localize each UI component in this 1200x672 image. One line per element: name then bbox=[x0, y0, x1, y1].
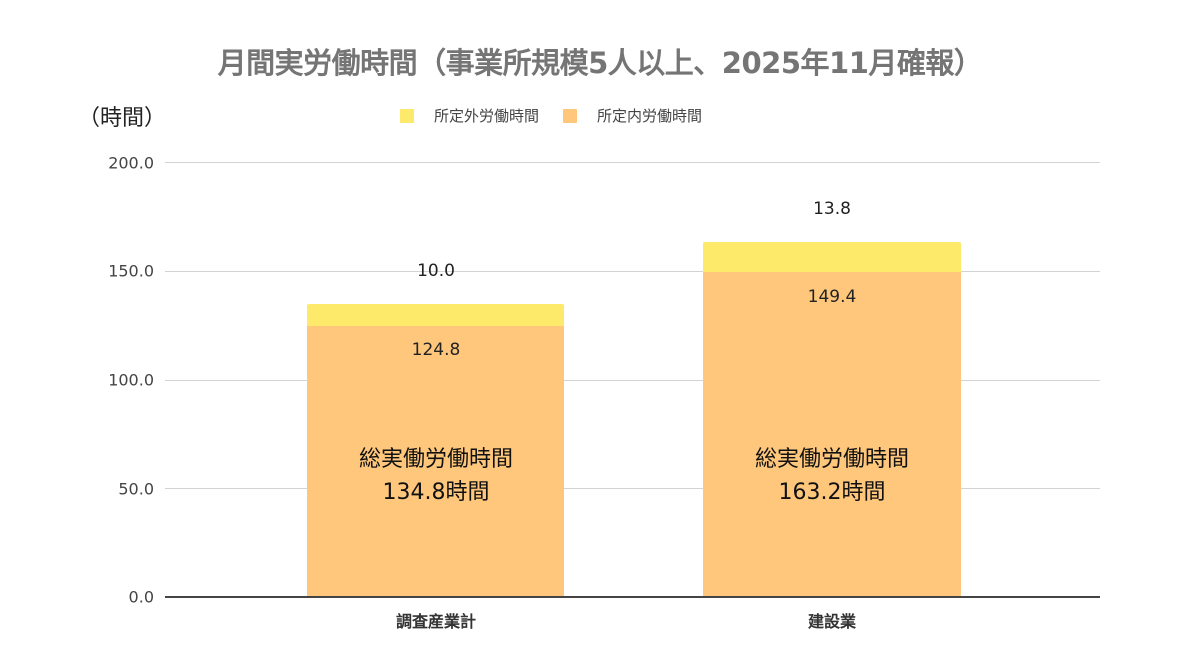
y-tick-200: 200.0 bbox=[108, 153, 154, 173]
gridline-200 bbox=[165, 162, 1100, 163]
data-label-overtime-all-industries: 10.0 bbox=[417, 261, 455, 281]
total-annotation-title: 総実働労働時間 bbox=[358, 447, 514, 472]
y-axis-unit-label: （時間） bbox=[78, 106, 167, 131]
x-axis-baseline bbox=[165, 596, 1100, 598]
y-tick-0: 0.0 bbox=[128, 587, 154, 607]
y-tick-50: 50.0 bbox=[118, 479, 154, 499]
y-tick-100: 100.0 bbox=[108, 370, 154, 390]
total-annotation-value: 163.2時間 bbox=[778, 480, 886, 505]
legend-label-overtime: 所定外労働時間 bbox=[434, 107, 540, 125]
bar-segment-overtime bbox=[703, 242, 961, 272]
data-label-scheduled-all-industries: 124.8 bbox=[411, 340, 461, 360]
legend-swatch-scheduled bbox=[563, 108, 578, 123]
x-label-construction: 建設業 bbox=[807, 612, 857, 631]
x-label-all-industries: 調査産業計 bbox=[395, 612, 477, 631]
chart-title: 月間実労働時間（事業所規模5人以上、2025年11月確報） bbox=[217, 46, 983, 80]
legend: 所定外労働時間 所定内労働時間 bbox=[400, 105, 726, 126]
total-annotation-title: 総実働労働時間 bbox=[754, 447, 910, 472]
gridline-100 bbox=[165, 380, 1100, 381]
bar-segment-scheduled bbox=[307, 326, 564, 597]
bar-segment-overtime bbox=[307, 304, 564, 326]
total-annotation-construction: 総実働労働時間 163.2時間 bbox=[755, 443, 909, 509]
bar-segment-scheduled bbox=[703, 272, 961, 597]
data-label-overtime-construction: 13.8 bbox=[813, 199, 851, 219]
legend-item-scheduled: 所定内労働時間 bbox=[563, 105, 702, 126]
bar-construction bbox=[703, 242, 961, 597]
legend-label-scheduled: 所定内労働時間 bbox=[597, 107, 703, 125]
gridline-50 bbox=[165, 488, 1100, 489]
total-annotation-value: 134.8時間 bbox=[382, 480, 490, 505]
total-annotation-all-industries: 総実働労働時間 134.8時間 bbox=[359, 443, 513, 509]
y-tick-150: 150.0 bbox=[108, 261, 154, 281]
data-label-scheduled-construction: 149.4 bbox=[807, 287, 857, 307]
legend-swatch-overtime bbox=[400, 108, 414, 123]
legend-item-overtime: 所定外労働時間 bbox=[400, 105, 539, 126]
gridline-150 bbox=[165, 271, 1100, 272]
bar-all-industries bbox=[307, 304, 564, 597]
